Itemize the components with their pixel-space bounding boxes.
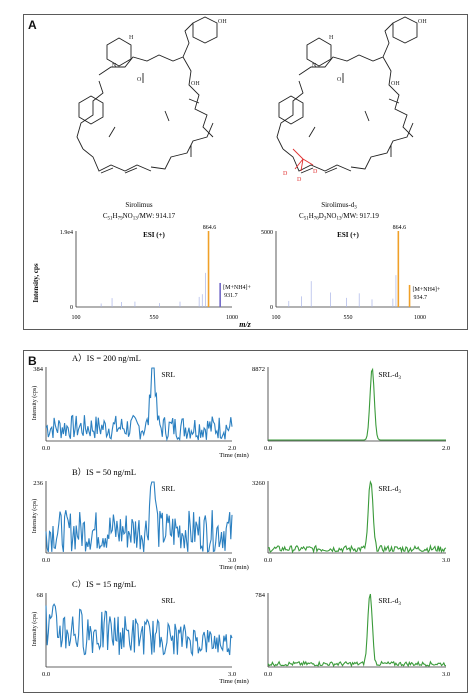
panel-a: A OH OH N H O OH OH N H O D D D Sirolimus C51H79NO1… [23, 14, 468, 330]
x-end-label: 2.0 [228, 445, 236, 452]
intensity-axis-label: Intensity (cps) [31, 499, 38, 534]
deuterium-label: D [283, 171, 288, 177]
mass-spectrum-sirolimus: 1.9e4 0 100 550 1000 ESI (+) 864.6 [M+NH4]+ 931.… [60, 225, 252, 321]
deuterium-label: D [313, 169, 318, 175]
sirolimus-structure: OH OH N H O [76, 16, 227, 174]
adduct-mz-label: 931.7 [224, 293, 238, 299]
deuterium-label: D [297, 177, 302, 183]
chromatogram-srl-d3-plot: 784 0.0 3.0 SRL-d3 [255, 592, 450, 678]
peak-label: 864.6 [203, 225, 217, 231]
x-end-label: 3.0 [228, 557, 236, 564]
oh-label: OH [418, 19, 427, 25]
spectrum-title: ESI (+) [337, 231, 359, 239]
x-tick-label: 1000 [226, 315, 238, 321]
analyte-label: SRL-d3 [378, 596, 401, 607]
y-tick-label: 5000 [261, 230, 273, 236]
x-start-label: 0.0 [264, 445, 272, 452]
y-max-label: 784 [255, 592, 266, 599]
x-end-label: 2.0 [442, 445, 450, 452]
condition-title: A）IS = 200 ng/mL [72, 353, 141, 363]
spectra-x-axis-label: m/z [239, 320, 251, 329]
chromatogram-trace [45, 481, 233, 553]
intensity-axis-label: Intensity (cps) [31, 386, 38, 421]
chromatogram-trace [267, 593, 447, 668]
y-max-label: 8872 [252, 366, 265, 373]
sirolimus-d3-structure: OH OH N H O D D D [276, 16, 427, 183]
condition-title: C）IS = 15 ng/mL [72, 579, 136, 589]
compound-formula-sirolimus: C51H79NO13/MW: 914.17 [103, 212, 176, 222]
adduct-label: [M+NH4]+ [413, 287, 441, 293]
mass-spectrum-sirolimus-d3: 5000 0 100 550 1000 ESI (+) 864.6 [M+NH4]+ 934.7 [261, 225, 441, 321]
x-tick-label: 550 [150, 315, 159, 321]
chromatogram-srl-plot: 236 0.0 3.0 SRL Time (min) [33, 480, 249, 571]
chromatogram-srl-plot: 68 0.0 3.0 SRL Time (min) [37, 592, 249, 685]
h-label: H [129, 35, 134, 41]
chromatogram-trace [45, 367, 233, 442]
adduct-label: [M+NH4]+ [223, 285, 251, 291]
y-tick-label: 0 [70, 305, 73, 311]
y-tick-label: 0 [270, 305, 273, 311]
compound-name-sirolimus-d3: Sirolimus-d3 [321, 201, 357, 211]
panel-b-figure: A）IS = 200 ng/mL Intensity (cps) 384 0.0 2.0… [31, 353, 450, 685]
time-axis-label: Time (min) [219, 678, 249, 685]
chromatogram-srl-d3-plot: 8872 0.0 2.0 SRL-d3 [252, 366, 450, 452]
x-end-label: 3.0 [442, 557, 450, 564]
x-end-label: 3.0 [442, 671, 450, 678]
y-max-label: 384 [33, 366, 44, 373]
x-end-label: 3.0 [228, 671, 236, 678]
x-tick-label: 100 [272, 315, 281, 321]
panel-b: B A）IS = 200 ng/mL Intensity (cps) 384 0.0 2… [23, 350, 468, 693]
chromatogram-trace [45, 603, 233, 657]
intensity-axis-label: Intensity (cps) [31, 612, 38, 647]
panel-b-label: B [28, 354, 37, 368]
x-tick-label: 550 [344, 315, 353, 321]
oh-label: OH [218, 19, 227, 25]
y-max-label: 3260 [252, 480, 265, 487]
analyte-label: SRL [161, 596, 175, 605]
x-start-label: 0.0 [42, 671, 50, 678]
oh-label: OH [391, 81, 400, 87]
x-start-label: 0.0 [264, 557, 272, 564]
chromatogram-srl-d3-plot: 3260 0.0 3.0 SRL-d3 [252, 480, 450, 564]
compound-formula-sirolimus-d3: C51H76D3NO13/MW: 917.19 [299, 212, 379, 222]
spectrum-title: ESI (+) [143, 231, 165, 239]
analyte-label: SRL-d3 [378, 484, 401, 495]
time-axis-label: Time (min) [219, 564, 249, 571]
panel-a-label: A [28, 18, 37, 32]
n-label: N [112, 63, 117, 69]
analyte-label: SRL [161, 370, 175, 379]
o-label: O [337, 77, 342, 83]
panel-a-figure: OH OH N H O OH OH N H O D D D Sirolimus C51H79NO13/… [32, 16, 441, 329]
x-tick-label: 1000 [414, 315, 426, 321]
y-max-label: 68 [37, 592, 44, 599]
compound-name-sirolimus: Sirolimus [125, 201, 153, 209]
x-start-label: 0.0 [42, 445, 50, 452]
oh-label: OH [191, 81, 200, 87]
x-start-label: 0.0 [42, 557, 50, 564]
y-tick-label: 1.9e4 [60, 230, 73, 236]
chromatogram-trace [268, 367, 446, 441]
x-tick-label: 100 [72, 315, 81, 321]
analyte-label: SRL [161, 484, 175, 493]
time-axis-label: Time (min) [219, 452, 249, 459]
chromatogram-trace [267, 480, 447, 554]
adduct-mz-label: 934.7 [414, 295, 428, 301]
peak-label: 864.6 [393, 225, 407, 231]
n-label: N [312, 63, 317, 69]
analyte-label: SRL-d3 [378, 370, 401, 381]
y-max-label: 236 [33, 480, 44, 487]
chromatogram-srl-plot: 384 0.0 2.0 SRL Time (min) [33, 366, 249, 459]
o-label: O [137, 77, 142, 83]
spectra-y-axis-label: Intensity, cps [32, 263, 40, 303]
condition-title: B）IS = 50 ng/mL [72, 467, 136, 477]
x-start-label: 0.0 [264, 671, 272, 678]
h-label: H [329, 35, 334, 41]
